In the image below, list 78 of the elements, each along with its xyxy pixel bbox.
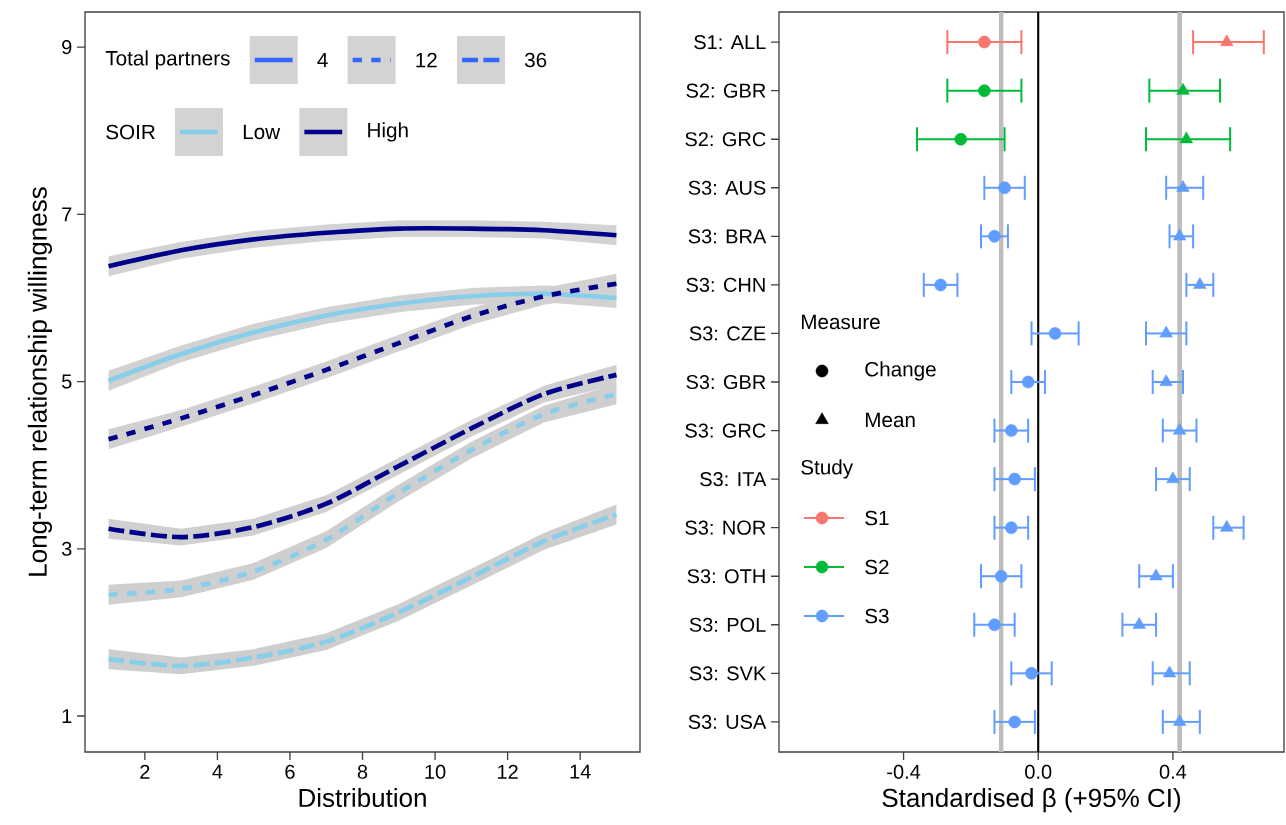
point bbox=[1008, 715, 1021, 729]
x-tick-label: 12 bbox=[498, 764, 518, 779]
x-tick-label: 6 bbox=[285, 764, 295, 779]
y-tick-label: S3: NOR bbox=[685, 520, 766, 535]
y-tick-label: S3: CZE bbox=[689, 326, 766, 341]
legend-label: 12 bbox=[416, 52, 437, 68]
y-tick-label: 5 bbox=[61, 374, 72, 389]
point bbox=[1173, 228, 1187, 241]
y-tick-label: S3: CHN bbox=[686, 277, 765, 292]
text: Measure bbox=[801, 314, 880, 330]
y-tick-label: S3: GBR bbox=[686, 374, 766, 390]
point bbox=[1132, 617, 1146, 629]
point bbox=[1176, 180, 1190, 192]
y-tick-label: S3: GRC bbox=[685, 423, 766, 438]
legend-label: Mean bbox=[865, 412, 915, 428]
x-tick-label: 8 bbox=[357, 764, 368, 779]
y-axis-title: Long-term relationship willingness bbox=[27, 187, 53, 576]
point bbox=[1179, 131, 1193, 144]
y-tick-label: 3 bbox=[61, 541, 72, 556]
point bbox=[1005, 424, 1018, 437]
point bbox=[1021, 375, 1035, 389]
point bbox=[1005, 521, 1018, 534]
line-series bbox=[106, 225, 619, 269]
point bbox=[1173, 422, 1187, 435]
y-tick-label: 1 bbox=[62, 709, 72, 723]
x-tick-label: 0.0 bbox=[1025, 764, 1052, 779]
text: Total partners bbox=[105, 50, 230, 70]
legend-label: 4 bbox=[317, 52, 328, 68]
y-tick-label: 7 bbox=[62, 207, 72, 222]
point bbox=[1220, 520, 1234, 532]
point bbox=[1193, 277, 1207, 289]
point bbox=[978, 35, 991, 49]
y-tick-label: S3: SVK bbox=[689, 666, 767, 681]
x-tick-label: 0.4 bbox=[1159, 764, 1187, 779]
x-axis-title: Distribution bbox=[299, 788, 426, 808]
point bbox=[1149, 568, 1163, 581]
y-tick-label: S3: USA bbox=[688, 714, 767, 729]
legend-label: Change bbox=[865, 361, 936, 381]
y-tick-label: S3: AUS bbox=[688, 180, 766, 195]
legend-label: High bbox=[368, 122, 408, 142]
legend-label: 36 bbox=[524, 52, 547, 68]
x-axis-title: Standardised β (+95% CI) bbox=[882, 788, 1181, 813]
legend-label: S1 bbox=[865, 510, 889, 526]
point bbox=[1173, 714, 1187, 726]
legend-label: S3 bbox=[865, 608, 889, 624]
point bbox=[1166, 471, 1180, 484]
y-tick-label: S2: GBR bbox=[686, 83, 766, 98]
text: Study bbox=[801, 459, 854, 479]
x-tick-label: 10 bbox=[425, 764, 446, 779]
y-tick-label: 9 bbox=[62, 40, 72, 55]
point bbox=[994, 569, 1008, 583]
point bbox=[934, 278, 947, 292]
point bbox=[1025, 667, 1038, 680]
text: SOIR bbox=[106, 124, 155, 140]
point bbox=[1220, 34, 1234, 47]
x-tick-label: -0.4 bbox=[887, 764, 921, 779]
legend-label: Low bbox=[243, 124, 281, 140]
y-tick-label: S3: BRA bbox=[688, 229, 767, 244]
point bbox=[998, 181, 1011, 195]
point bbox=[1176, 83, 1190, 95]
x-tick-label: 4 bbox=[212, 764, 223, 779]
point bbox=[1162, 665, 1177, 678]
point bbox=[1048, 327, 1062, 340]
y-tick-label: S3: ITA bbox=[700, 472, 767, 487]
point bbox=[1159, 325, 1173, 338]
y-tick-label: S2: GRC bbox=[685, 132, 766, 147]
point bbox=[988, 618, 1001, 632]
y-tick-label: S3: POL bbox=[689, 617, 766, 632]
point bbox=[1008, 472, 1021, 486]
x-tick-label: 14 bbox=[570, 764, 591, 779]
y-tick-label: S3: OTH bbox=[687, 569, 765, 584]
y-tick-label: S1: ALL bbox=[694, 35, 766, 50]
point bbox=[1159, 374, 1173, 386]
point bbox=[954, 132, 968, 146]
x-tick-label: 2 bbox=[140, 764, 150, 779]
point bbox=[978, 84, 991, 97]
legend-label: S2 bbox=[865, 559, 889, 575]
point bbox=[988, 230, 1001, 243]
